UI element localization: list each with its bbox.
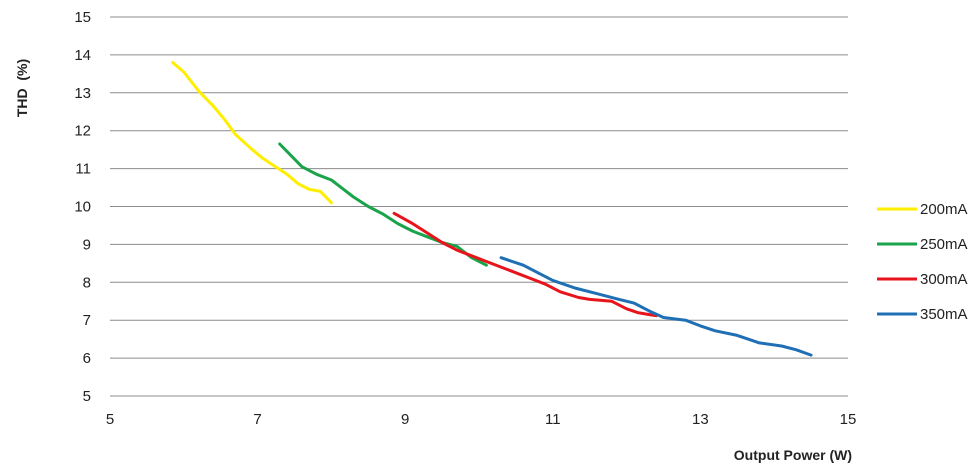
legend-item-350mA: 350mA bbox=[877, 306, 968, 323]
y-tick-label: 9 bbox=[83, 236, 91, 253]
legend-label: 300mA bbox=[920, 271, 968, 288]
x-tick-label: 15 bbox=[840, 411, 857, 428]
x-tick-label: 9 bbox=[401, 411, 409, 428]
y-tick-label: 7 bbox=[83, 312, 91, 329]
y-tick-label: 8 bbox=[83, 274, 91, 291]
series-line-200mA bbox=[171, 61, 333, 205]
y-tick-label: 13 bbox=[74, 85, 91, 102]
x-tick-label: 7 bbox=[253, 411, 261, 428]
x-tick-label: 13 bbox=[692, 411, 709, 428]
y-tick-labels: 5 6 7 8 9 10 11 12 13 14 15 bbox=[74, 9, 91, 405]
series-line-350mA bbox=[499, 256, 813, 357]
legend-label: 200mA bbox=[920, 201, 968, 218]
y-tick-label: 15 bbox=[74, 9, 91, 26]
y-tick-label: 12 bbox=[74, 123, 91, 140]
y-tick-label: 11 bbox=[75, 161, 91, 178]
x-tick-label: 5 bbox=[106, 411, 114, 428]
legend-item-200mA: 200mA bbox=[877, 201, 968, 218]
legend: 200mA 250mA 300mA 350mA bbox=[877, 201, 968, 323]
y-tick-label: 10 bbox=[74, 199, 91, 216]
x-axis-label: Output Power (W) bbox=[734, 447, 852, 463]
x-tick-labels: 5 7 9 11 13 15 bbox=[106, 411, 857, 428]
series-lines bbox=[171, 61, 813, 357]
series-line-300mA bbox=[392, 211, 658, 318]
legend-item-300mA: 300mA bbox=[877, 271, 968, 288]
y-axis-label: THD (%) bbox=[14, 59, 30, 117]
y-tick-label: 6 bbox=[83, 350, 91, 367]
x-tick-label: 11 bbox=[545, 411, 561, 428]
grid-lines bbox=[110, 16, 848, 397]
legend-item-250mA: 250mA bbox=[877, 236, 968, 253]
legend-label: 350mA bbox=[920, 306, 968, 323]
legend-label: 250mA bbox=[920, 236, 968, 253]
y-tick-label: 5 bbox=[83, 388, 91, 405]
series-line-250mA bbox=[278, 142, 488, 267]
y-tick-label: 14 bbox=[74, 47, 91, 64]
